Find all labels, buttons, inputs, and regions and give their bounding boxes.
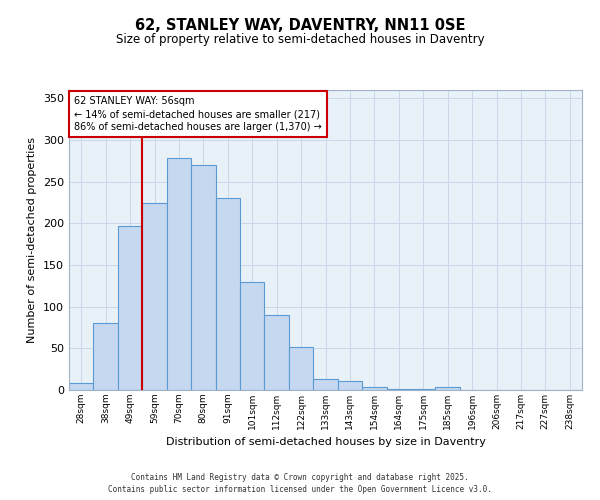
Bar: [362, 386, 386, 390]
Text: Contains HM Land Registry data © Crown copyright and database right 2025.
Contai: Contains HM Land Registry data © Crown c…: [108, 472, 492, 494]
Bar: [118, 226, 142, 390]
Bar: [436, 386, 460, 390]
Text: Size of property relative to semi-detached houses in Daventry: Size of property relative to semi-detach…: [116, 32, 484, 46]
Bar: [240, 282, 265, 390]
Bar: [167, 158, 191, 390]
Bar: [386, 389, 411, 390]
Bar: [265, 315, 289, 390]
Bar: [191, 165, 215, 390]
Bar: [215, 198, 240, 390]
Text: 62 STANLEY WAY: 56sqm
← 14% of semi-detached houses are smaller (217)
86% of sem: 62 STANLEY WAY: 56sqm ← 14% of semi-deta…: [74, 96, 322, 132]
Bar: [313, 379, 338, 390]
X-axis label: Distribution of semi-detached houses by size in Daventry: Distribution of semi-detached houses by …: [166, 438, 485, 448]
Bar: [94, 324, 118, 390]
Text: 62, STANLEY WAY, DAVENTRY, NN11 0SE: 62, STANLEY WAY, DAVENTRY, NN11 0SE: [135, 18, 465, 32]
Bar: [411, 389, 436, 390]
Bar: [69, 384, 94, 390]
Bar: [289, 346, 313, 390]
Y-axis label: Number of semi-detached properties: Number of semi-detached properties: [28, 137, 37, 343]
Bar: [142, 204, 167, 390]
Bar: [338, 381, 362, 390]
